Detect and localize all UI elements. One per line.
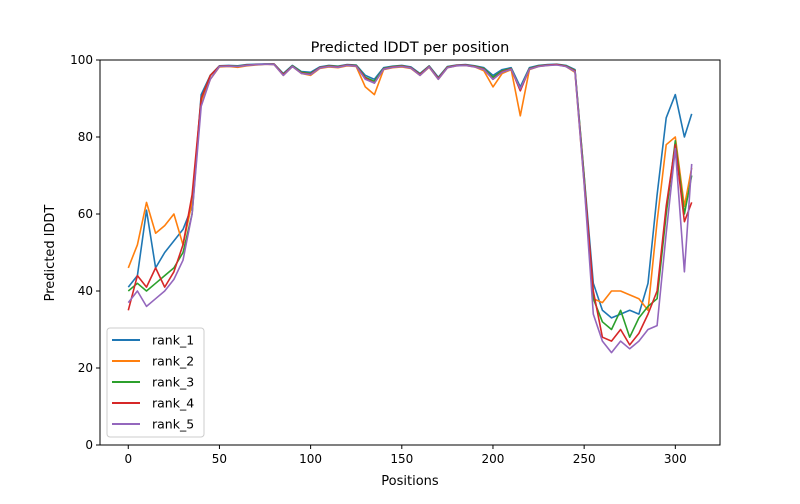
y-tick-label: 80 bbox=[78, 130, 93, 144]
y-tick-label: 100 bbox=[70, 53, 93, 67]
legend-box bbox=[106, 327, 205, 438]
x-tick-label: 50 bbox=[212, 452, 227, 466]
x-tick-label: 250 bbox=[573, 452, 596, 466]
legend-label: rank_2 bbox=[152, 354, 194, 369]
x-tick-label: 300 bbox=[664, 452, 687, 466]
x-tick-label: 0 bbox=[124, 452, 132, 466]
y-tick-label: 40 bbox=[78, 284, 93, 298]
x-axis-ticks: 0 50 100 150 200 250 300 bbox=[124, 445, 687, 466]
chart-title: Predicted lDDT per position bbox=[311, 40, 510, 56]
legend-label: rank_5 bbox=[152, 417, 194, 432]
y-tick-label: 0 bbox=[85, 438, 93, 452]
series-line-rank-5 bbox=[127, 63, 693, 354]
series-line-rank-4 bbox=[127, 63, 693, 346]
x-tick-label: 100 bbox=[299, 452, 322, 466]
x-tick-label: 150 bbox=[390, 452, 413, 466]
series-line-rank-1 bbox=[127, 63, 693, 319]
series-layer bbox=[127, 63, 693, 354]
legend: rank_1 rank_2 rank_3 rank_4 rank_5 bbox=[106, 327, 205, 438]
legend-label: rank_1 bbox=[152, 333, 194, 348]
y-tick-label: 20 bbox=[78, 361, 93, 375]
legend-label: rank_3 bbox=[152, 375, 194, 390]
plot-frame bbox=[99, 59, 721, 446]
x-tick-label: 200 bbox=[482, 452, 505, 466]
legend-label: rank_4 bbox=[152, 396, 194, 411]
y-axis-label: Predicted lDDT bbox=[43, 205, 58, 302]
y-axis-ticks: 0 20 40 60 80 100 bbox=[70, 53, 100, 452]
y-tick-label: 60 bbox=[78, 207, 93, 221]
series-line-rank-2 bbox=[127, 63, 693, 312]
x-axis-label: Positions bbox=[381, 474, 439, 489]
